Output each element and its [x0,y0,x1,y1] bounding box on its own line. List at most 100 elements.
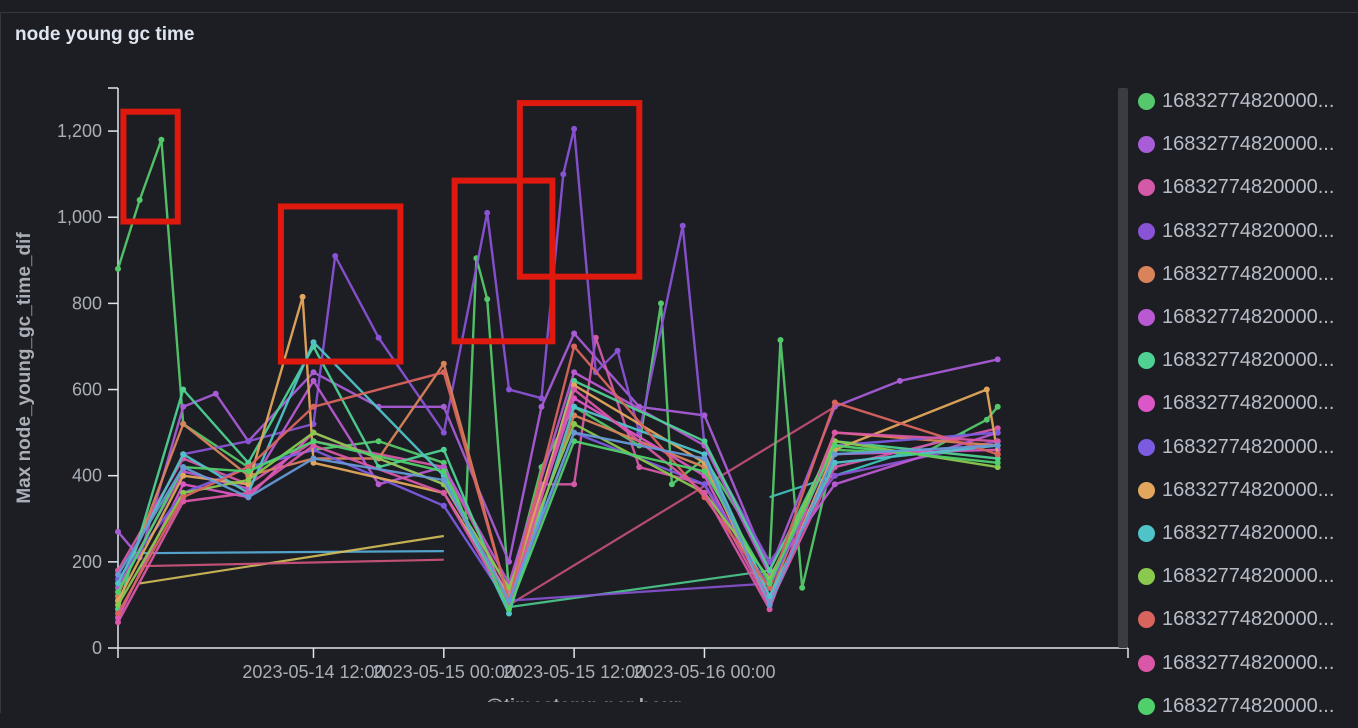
x-axis-title: @timestamp per hour [485,696,681,702]
data-point [766,593,773,600]
legend-item[interactable]: 16832774820000... [1138,210,1358,253]
data-point [538,403,545,410]
data-point [831,481,838,488]
data-point [571,403,578,410]
data-point [668,481,675,488]
legend-label: 16832774820000... [1162,133,1335,156]
data-point [440,489,447,496]
legend-item[interactable]: 16832774820000... [1138,555,1358,598]
x-tick-label: 2023-05-15 00:00 [373,662,515,682]
legend-color-swatch [1138,395,1155,413]
connector-line [508,582,770,602]
data-point [115,265,121,272]
data-point [799,584,806,591]
legend-item[interactable]: 16832774820000... [1138,296,1358,339]
data-point [180,498,187,505]
data-point [701,455,708,462]
visualization-panel [0,12,1358,713]
legend-scrollbar[interactable] [1118,88,1128,648]
data-point [245,494,252,501]
data-point [766,606,773,613]
data-point [571,421,578,427]
legend-label: 16832774820000... [1162,306,1335,329]
data-point [994,438,1001,445]
data-point [440,502,447,509]
series-line [116,138,999,594]
y-tick-label: 0 [92,638,102,658]
legend-label: 16832774820000... [1162,478,1335,501]
data-point [571,125,578,132]
data-point [180,403,187,410]
legend-item[interactable]: 16832774820000... [1138,339,1358,382]
legend-label: 16832774820000... [1162,219,1335,242]
legend-color-swatch [1138,524,1155,542]
legend-color-swatch [1138,654,1155,672]
data-point [766,558,773,565]
data-point [777,337,784,343]
data-point [180,421,187,427]
data-point [571,369,578,376]
legend-item[interactable]: 16832774820000... [1138,123,1358,166]
legend-item[interactable]: 16832774820000... [1138,469,1358,512]
data-point [571,429,578,436]
y-tick-label: 200 [72,552,102,572]
legend-item[interactable]: 16832774820000... [1138,641,1358,684]
data-point [180,464,187,471]
legend-label: 16832774820000... [1162,608,1335,631]
legend-label: 16832774820000... [1162,435,1335,458]
legend-color-swatch [1138,568,1155,586]
data-point [440,429,447,436]
data-point [310,438,317,445]
legend-item[interactable]: 16832774820000... [1138,685,1358,728]
legend-item[interactable]: 16832774820000... [1138,253,1358,296]
legend: 16832774820000... 16832774820000... 168327… [1138,80,1358,728]
legend-item[interactable]: 16832774820000... [1138,598,1358,641]
data-point [831,472,838,479]
data-point [180,481,187,488]
data-point [614,347,621,354]
data-point [484,296,491,303]
connector-line [508,569,770,609]
data-point [658,300,664,307]
data-point [310,442,317,449]
legend-color-swatch [1138,697,1155,715]
data-point [310,377,317,384]
data-point [636,464,643,471]
series-line [116,345,998,610]
highlight-box [120,108,181,225]
data-point [180,451,187,458]
data-point [440,446,447,453]
data-point [831,442,838,449]
data-point [766,567,773,574]
data-point [701,412,708,419]
data-point [994,442,1001,449]
highlight-box [277,203,404,365]
legend-label: 16832774820000... [1162,521,1335,544]
data-point [506,558,512,565]
data-point [701,451,708,458]
data-point [701,468,708,475]
data-point [994,459,1001,466]
legend-label: 16832774820000... [1162,565,1335,588]
data-point [831,459,838,466]
data-point [440,369,447,376]
panel-title: node young gc time [15,24,195,45]
legend-item[interactable]: 16832774820000... [1138,166,1358,209]
legend-item[interactable]: 16832774820000... [1138,426,1358,469]
data-point [245,481,252,488]
data-point [375,481,382,488]
data-point [701,438,708,445]
data-point [506,386,512,393]
data-point [158,136,165,143]
legend-color-swatch [1138,611,1155,629]
legend-item[interactable]: 16832774820000... [1138,382,1358,425]
legend-item[interactable]: 16832774820000... [1138,512,1358,555]
legend-item[interactable]: 16832774820000... [1138,80,1358,123]
connector-line [139,550,444,555]
data-point [766,601,773,608]
data-point [994,429,1001,436]
data-point [115,528,121,535]
data-point [245,464,252,471]
data-point [115,571,121,578]
